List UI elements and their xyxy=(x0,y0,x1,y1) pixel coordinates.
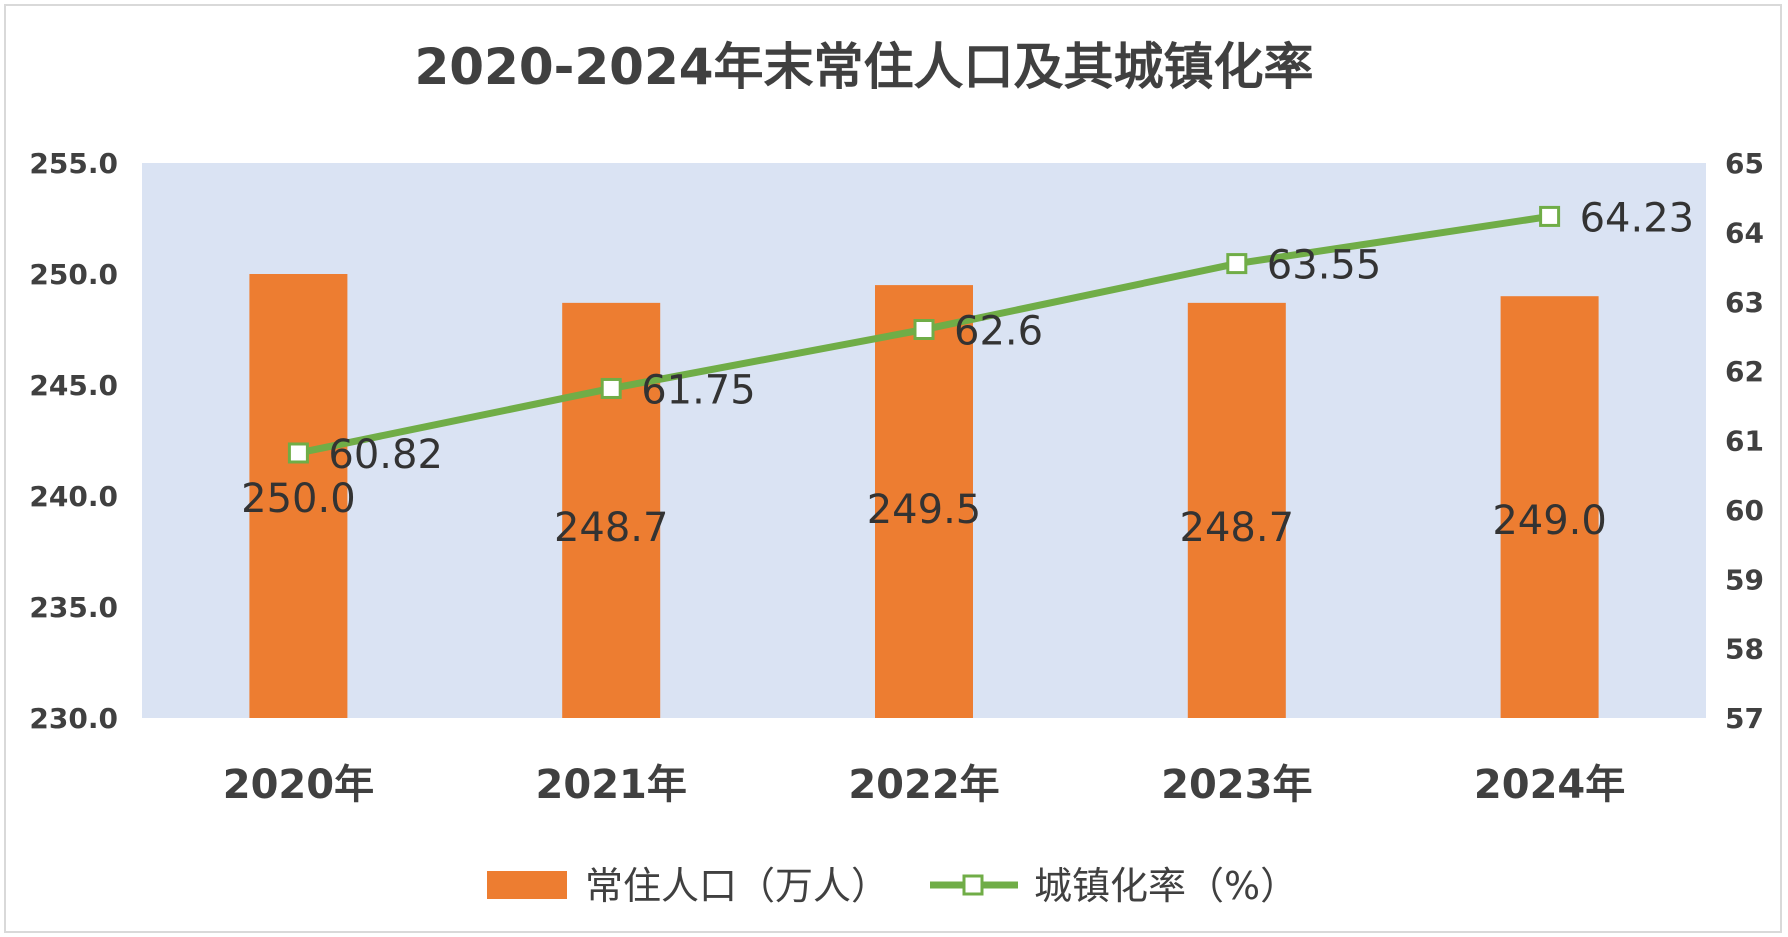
right-axis-tick-label: 60 xyxy=(1725,494,1764,527)
left-axis: 230.0 235.0 240.0 245.0 250.0 255.0 xyxy=(29,147,118,735)
legend-bar-swatch xyxy=(487,871,567,899)
bar-data-label: 249.5 xyxy=(867,487,982,533)
legend-line-label: 城镇化率（%） xyxy=(1034,864,1298,908)
chart-title: 2020-2024年末常住人口及其城镇化率 xyxy=(414,38,1313,96)
bar xyxy=(1500,296,1599,718)
line-data-labels: 60.82 61.75 62.6 63.55 64.23 xyxy=(328,195,1694,478)
bar xyxy=(875,285,973,718)
line-marker xyxy=(913,319,935,340)
line-series xyxy=(287,205,1561,464)
right-axis-tick-label: 59 xyxy=(1725,563,1764,596)
line-marker xyxy=(1539,205,1561,227)
right-axis-tick-label: 61 xyxy=(1725,425,1764,458)
line-data-label: 60.82 xyxy=(328,432,443,478)
line-data-label: 63.55 xyxy=(1267,243,1382,289)
bar-series xyxy=(249,274,1599,718)
left-axis-tick-label: 240.0 xyxy=(29,480,118,513)
right-axis-tick-label: 62 xyxy=(1725,355,1764,388)
left-axis-tick-label: 250.0 xyxy=(29,258,118,291)
x-axis-category-label: 2023年 xyxy=(1161,762,1312,808)
bar-data-label: 250.0 xyxy=(241,476,356,522)
right-axis-tick-label: 57 xyxy=(1725,702,1764,735)
line-marker xyxy=(600,377,622,399)
left-axis-tick-label: 230.0 xyxy=(29,702,118,735)
line-data-label: 62.6 xyxy=(954,309,1043,355)
x-axis-category-label: 2021年 xyxy=(536,762,687,808)
bar xyxy=(1187,302,1286,718)
line-marker xyxy=(287,442,309,464)
line-data-label: 64.23 xyxy=(1580,195,1695,241)
x-axis: 2020年 2021年 2022年 2023年 2024年 xyxy=(223,762,1626,808)
legend: 常住人口（万人） 城镇化率（%） xyxy=(487,864,1298,908)
x-axis-category-label: 2022年 xyxy=(848,762,999,808)
bar-data-label: 249.0 xyxy=(1492,498,1607,544)
bar-data-labels: 250.0 248.7 249.5 248.7 249.0 xyxy=(241,476,1607,551)
legend-bar-label: 常住人口（万人） xyxy=(585,864,889,908)
bar xyxy=(562,302,661,718)
right-axis-tick-label: 64 xyxy=(1725,216,1764,249)
line-data-label: 61.75 xyxy=(641,367,756,413)
legend-line-marker xyxy=(962,874,984,896)
left-axis-tick-label: 245.0 xyxy=(29,369,118,402)
bar-data-label: 248.7 xyxy=(1180,505,1295,551)
left-axis-tick-label: 235.0 xyxy=(29,591,118,624)
bar xyxy=(249,274,348,718)
right-axis-tick-label: 63 xyxy=(1725,286,1764,319)
bar-data-label: 248.7 xyxy=(554,505,669,551)
right-axis-tick-label: 65 xyxy=(1725,147,1764,180)
x-axis-category-label: 2020年 xyxy=(223,762,374,808)
right-axis: 57 58 59 60 61 62 63 64 65 xyxy=(1725,147,1764,735)
line-marker xyxy=(1226,253,1248,275)
x-axis-category-label: 2024年 xyxy=(1474,762,1625,808)
left-axis-tick-label: 255.0 xyxy=(29,147,118,180)
right-axis-tick-label: 58 xyxy=(1725,633,1764,666)
